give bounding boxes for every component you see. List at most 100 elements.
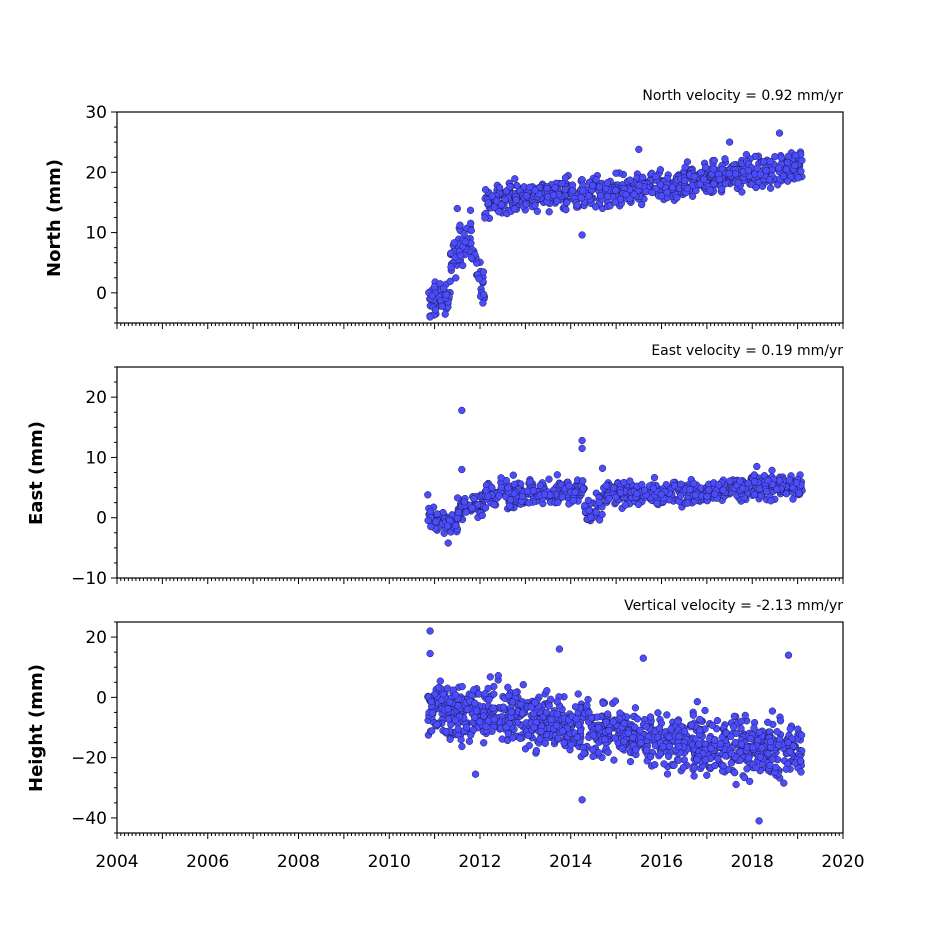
data-point xyxy=(737,740,746,748)
data-point xyxy=(605,495,613,503)
data-point xyxy=(784,651,793,659)
data-point xyxy=(797,768,805,776)
data-point xyxy=(762,166,770,175)
data-point xyxy=(744,166,753,175)
data-point xyxy=(457,736,465,744)
data-point xyxy=(439,284,448,293)
data-point xyxy=(595,183,604,191)
data-point xyxy=(447,263,455,271)
data-point xyxy=(777,154,785,162)
data-point xyxy=(561,174,570,182)
data-point xyxy=(481,504,490,512)
data-point xyxy=(540,490,549,498)
data-point xyxy=(545,702,553,710)
data-point xyxy=(484,199,492,207)
data-point xyxy=(656,180,665,189)
data-point xyxy=(772,763,780,771)
data-point xyxy=(595,749,603,757)
data-point xyxy=(773,728,781,736)
data-point xyxy=(755,817,763,825)
data-point xyxy=(750,478,759,486)
y-tick-label: −40 xyxy=(71,809,107,829)
y-tick-label: 20 xyxy=(85,388,107,408)
data-point xyxy=(651,761,659,769)
data-point xyxy=(438,302,446,310)
data-point xyxy=(725,138,734,146)
data-point xyxy=(511,689,520,697)
data-point xyxy=(610,484,618,492)
data-point xyxy=(553,471,561,479)
data-point xyxy=(454,508,463,516)
data-point xyxy=(442,728,450,736)
data-point xyxy=(727,732,735,741)
data-point xyxy=(766,738,775,746)
data-point xyxy=(490,715,498,724)
data-point xyxy=(532,747,541,755)
data-point xyxy=(559,727,567,735)
x-tick-label: 2010 xyxy=(368,852,411,872)
data-point xyxy=(519,681,527,689)
x-tick-label: 2006 xyxy=(186,852,229,872)
data-point xyxy=(700,175,708,184)
data-point xyxy=(458,682,466,691)
data-point xyxy=(589,746,597,754)
data-point xyxy=(495,208,503,216)
data-point xyxy=(467,254,476,262)
data-point xyxy=(660,760,668,768)
data-point xyxy=(436,677,444,685)
data-point xyxy=(646,713,655,721)
data-point xyxy=(711,490,719,498)
data-point xyxy=(745,754,753,762)
data-point xyxy=(471,713,479,721)
data-point xyxy=(563,198,571,207)
data-point xyxy=(687,721,696,729)
data-point xyxy=(604,748,612,756)
y-tick-label: −10 xyxy=(71,569,107,589)
data-point xyxy=(638,200,646,209)
north-y-axis-label: North (mm) xyxy=(44,159,65,277)
data-point xyxy=(716,175,724,183)
data-point xyxy=(656,166,665,174)
data-point xyxy=(602,718,610,726)
north-points xyxy=(425,129,806,321)
data-point xyxy=(643,746,651,754)
data-point xyxy=(555,645,564,653)
data-point xyxy=(439,508,447,517)
data-point xyxy=(639,654,647,662)
data-point xyxy=(719,762,727,770)
data-point xyxy=(452,274,460,282)
height-points xyxy=(424,627,806,825)
data-point xyxy=(797,167,805,175)
data-point xyxy=(703,771,711,779)
x-tick-labels: 2004 2006 2008 2010 2012 2014 2016 2018 2020 xyxy=(95,852,864,872)
data-point xyxy=(551,184,559,192)
data-point xyxy=(573,201,581,209)
data-point xyxy=(489,704,497,712)
data-point xyxy=(529,487,538,495)
east-panel: East velocity = 0.19 mm/yr East (mm) −10… xyxy=(26,343,844,589)
data-point xyxy=(708,721,716,729)
data-point xyxy=(572,715,580,723)
data-point xyxy=(702,163,710,172)
data-point xyxy=(543,687,551,695)
data-point xyxy=(462,508,470,516)
north-axes-frame xyxy=(116,111,844,324)
data-point xyxy=(701,706,709,715)
data-point xyxy=(578,231,586,239)
data-point xyxy=(794,174,802,182)
data-point xyxy=(786,748,794,756)
data-point xyxy=(785,476,794,484)
data-point xyxy=(598,464,607,472)
data-point xyxy=(470,686,478,694)
data-point xyxy=(444,705,452,713)
data-point xyxy=(756,170,765,179)
data-point xyxy=(686,485,694,494)
data-point xyxy=(433,720,441,729)
data-point xyxy=(545,475,553,483)
data-point xyxy=(634,500,643,509)
data-point xyxy=(488,483,496,492)
data-point xyxy=(750,490,759,499)
data-point xyxy=(585,506,593,515)
data-point xyxy=(746,734,755,743)
data-point xyxy=(676,492,685,500)
